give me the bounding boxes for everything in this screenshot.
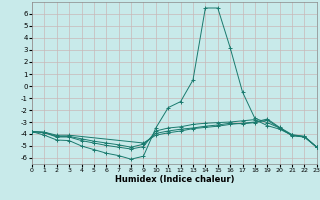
X-axis label: Humidex (Indice chaleur): Humidex (Indice chaleur) xyxy=(115,175,234,184)
